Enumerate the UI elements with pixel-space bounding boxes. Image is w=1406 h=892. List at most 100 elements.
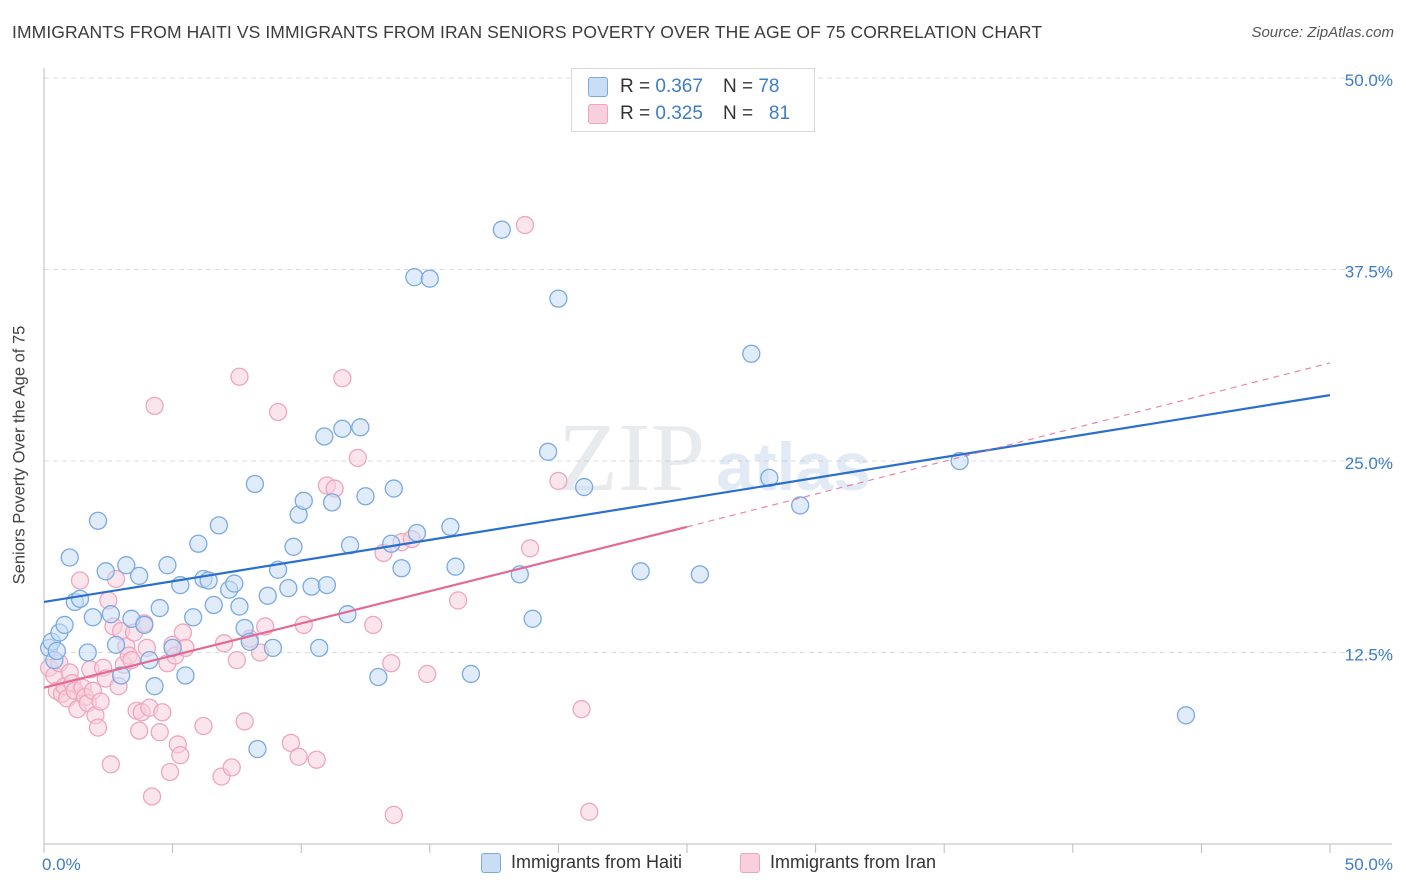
point-haiti-57 xyxy=(369,667,388,687)
y-tick-label-2: 37.5% xyxy=(1345,263,1393,282)
point-iran-80 xyxy=(549,471,568,491)
point-haiti-67 xyxy=(492,220,511,239)
point-iran-55 xyxy=(227,651,247,670)
point-iran-18 xyxy=(88,718,108,737)
point-haiti-9 xyxy=(78,643,97,662)
legend-iran-r-label: R = xyxy=(620,103,651,124)
point-haiti-35 xyxy=(230,597,249,616)
point-haiti-63 xyxy=(420,269,439,288)
point-haiti-79 xyxy=(1176,706,1196,725)
watermark: ZIP atlas xyxy=(558,404,871,512)
point-iran-23 xyxy=(101,755,121,774)
point-haiti-64 xyxy=(441,517,460,537)
point-haiti-22 xyxy=(150,598,169,618)
point-haiti-8 xyxy=(70,589,90,609)
bottom-legend-swatch-iran xyxy=(740,852,760,873)
legend-iran-n-label: N = xyxy=(722,103,754,124)
point-haiti-28 xyxy=(189,534,208,553)
point-haiti-50 xyxy=(317,575,337,595)
point-haiti-10 xyxy=(83,608,103,627)
point-haiti-44 xyxy=(284,537,303,556)
point-haiti-11 xyxy=(88,511,108,530)
watermark-atlas: atlas xyxy=(716,429,871,505)
point-iran-73 xyxy=(384,805,403,825)
legend-haiti-r-value: 0.367 xyxy=(655,76,703,97)
point-haiti-40 xyxy=(258,586,277,605)
point-iran-11 xyxy=(70,571,90,590)
point-iran-78 xyxy=(515,215,535,235)
point-iran-57 xyxy=(235,712,254,731)
point-haiti-31 xyxy=(204,595,223,615)
y-tick-label-3: 50.0% xyxy=(1345,71,1393,90)
x-tick-label-min: 0.0% xyxy=(42,855,81,874)
point-iran-51 xyxy=(194,716,213,736)
point-haiti-74 xyxy=(690,565,710,584)
x-tick-label-max: 50.0% xyxy=(1345,855,1393,874)
point-iran-62 xyxy=(281,733,301,753)
point-iran-65 xyxy=(307,750,326,769)
point-haiti-59 xyxy=(384,479,403,498)
point-iran-81 xyxy=(572,700,591,719)
point-haiti-26 xyxy=(176,666,195,685)
point-haiti-34 xyxy=(225,574,244,593)
point-haiti-16 xyxy=(117,556,136,575)
y-axis-label: Seniors Poverty Over the Age of 75 xyxy=(10,325,29,585)
point-iran-63 xyxy=(289,747,308,766)
point-iran-69 xyxy=(348,448,367,468)
point-iran-41 xyxy=(150,723,169,742)
point-haiti-41 xyxy=(263,638,283,658)
point-haiti-32 xyxy=(209,516,229,535)
bottom-legend-haiti: Immigrants from Haiti xyxy=(481,852,682,873)
point-haiti-53 xyxy=(333,419,352,438)
point-haiti-12 xyxy=(96,562,115,581)
series-haiti-points xyxy=(39,220,1196,759)
point-iran-34 xyxy=(130,721,149,740)
point-iran-77 xyxy=(448,591,468,610)
point-haiti-48 xyxy=(310,638,329,658)
point-iran-19 xyxy=(91,692,110,711)
axes xyxy=(43,68,1392,853)
point-haiti-66 xyxy=(461,664,481,684)
point-iran-39 xyxy=(142,787,162,806)
point-haiti-5 xyxy=(55,615,74,635)
point-haiti-58 xyxy=(382,534,401,553)
point-haiti-62 xyxy=(405,268,424,287)
legend-haiti-r-label: R = xyxy=(620,76,651,97)
legend-swatch-haiti xyxy=(588,77,608,97)
watermark-zip: ZIP xyxy=(558,404,705,512)
trend-line-iran-extension xyxy=(686,362,1331,528)
point-haiti-15 xyxy=(112,666,131,685)
point-haiti-72 xyxy=(574,477,594,497)
point-iran-40 xyxy=(145,396,164,415)
legend-iran-r-value: 0.325 xyxy=(655,103,703,124)
trend-lines xyxy=(43,362,1331,689)
point-iran-49 xyxy=(173,623,193,642)
point-haiti-3 xyxy=(47,641,67,661)
point-iran-82 xyxy=(580,802,599,821)
point-haiti-39 xyxy=(248,739,267,759)
point-iran-76 xyxy=(418,664,437,684)
point-haiti-46 xyxy=(294,491,313,510)
point-haiti-23 xyxy=(158,556,177,575)
point-haiti-14 xyxy=(106,635,126,654)
point-haiti-71 xyxy=(549,289,568,308)
point-iran-70 xyxy=(364,615,383,635)
legend-row-iran: R = 0.325 N = 81 xyxy=(588,102,790,126)
gridlines xyxy=(44,77,1392,653)
trend-line-iran xyxy=(43,525,688,689)
point-haiti-51 xyxy=(322,493,342,512)
series-iran-points xyxy=(39,215,599,825)
bottom-legend-label-haiti: Immigrants from Haiti xyxy=(511,852,683,872)
legend-iran-n-value: 81 xyxy=(768,103,791,124)
chart-title: IMMIGRANTS FROM HAITI VS IMMIGRANTS FROM… xyxy=(12,22,1043,42)
point-haiti-56 xyxy=(356,487,375,506)
point-iran-68 xyxy=(333,369,352,388)
point-haiti-19 xyxy=(135,615,154,635)
point-haiti-27 xyxy=(184,608,203,627)
point-haiti-49 xyxy=(315,427,334,446)
y-tick-label-0: 12.5% xyxy=(1345,646,1393,665)
point-haiti-77 xyxy=(791,496,810,515)
point-haiti-55 xyxy=(351,418,370,437)
point-iran-61 xyxy=(268,402,288,422)
